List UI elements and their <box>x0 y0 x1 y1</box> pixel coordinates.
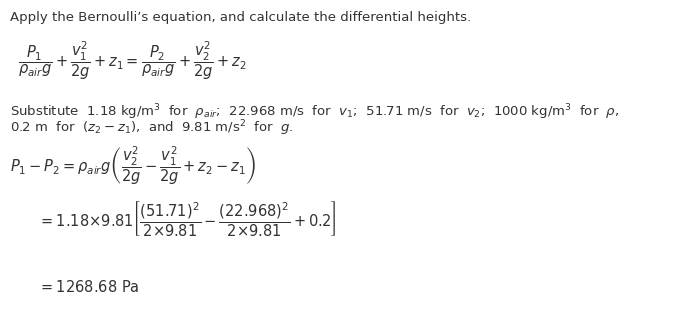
Text: $P_1 - P_2 = \rho_{air}g\left(\dfrac{v_2^2}{2g} - \dfrac{v_1^2}{2g} + z_2 - z_1\: $P_1 - P_2 = \rho_{air}g\left(\dfrac{v_2… <box>10 144 256 187</box>
Text: 0.2 m  for  $(z_2 - z_1)$,  and  9.81 m/s$^2$  for  $g$.: 0.2 m for $(z_2 - z_1)$, and 9.81 m/s$^2… <box>10 118 294 138</box>
Text: Substitute  1.18 kg/m$^3$  for  $\rho_{air}$;  22.968 m/s  for  $v_1$;  51.71 m/: Substitute 1.18 kg/m$^3$ for $\rho_{air}… <box>10 102 619 122</box>
Text: $= 1.18{\times}9.81\left[\dfrac{(51.71)^2}{2{\times}9.81} - \dfrac{(22.968)^2}{2: $= 1.18{\times}9.81\left[\dfrac{(51.71)^… <box>38 199 337 238</box>
Text: Apply the Bernoulli’s equation, and calculate the differential heights.: Apply the Bernoulli’s equation, and calc… <box>10 11 471 24</box>
Text: $\dfrac{P_1}{\rho_{air}g} + \dfrac{v_1^2}{2g} + z_1 = \dfrac{P_2}{\rho_{air}g} +: $\dfrac{P_1}{\rho_{air}g} + \dfrac{v_1^2… <box>18 39 247 82</box>
Text: $= 1268.68\ \mathrm{Pa}$: $= 1268.68\ \mathrm{Pa}$ <box>38 279 140 295</box>
